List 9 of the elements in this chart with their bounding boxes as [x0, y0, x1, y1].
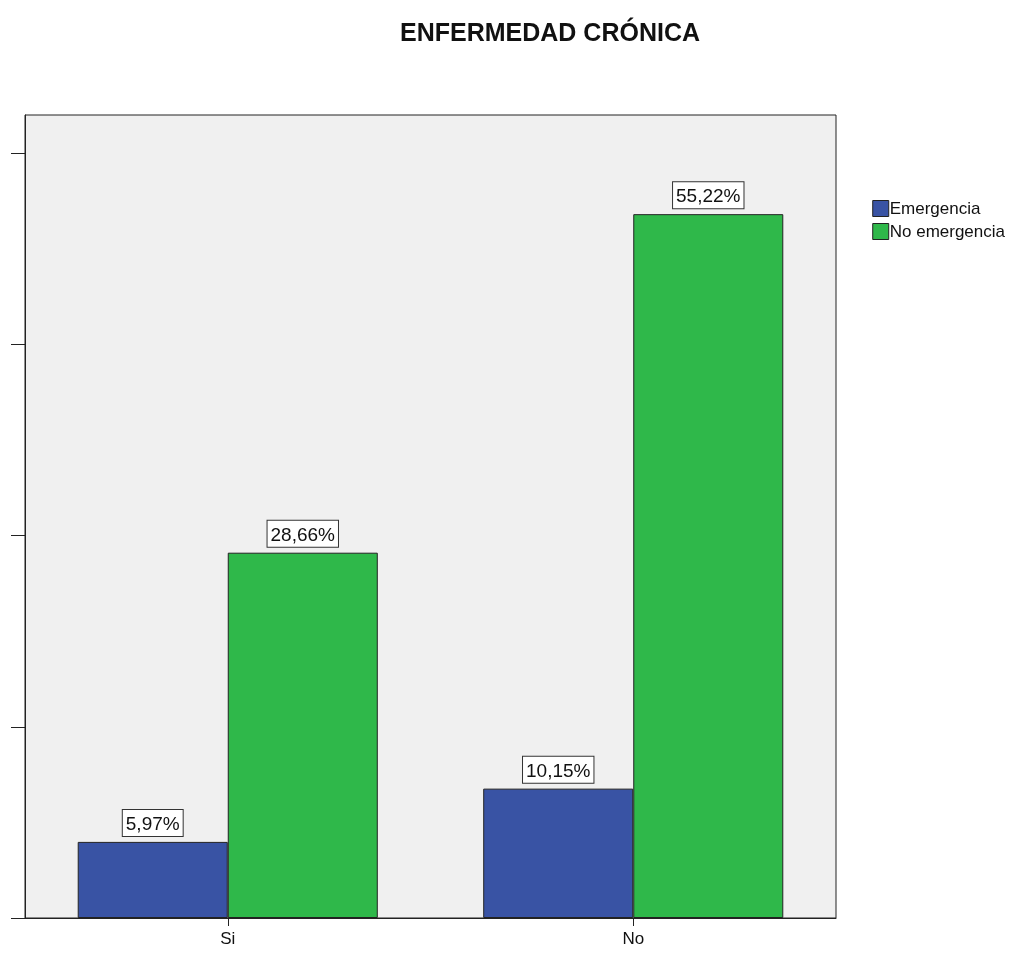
legend-label: Emergencia	[889, 199, 981, 218]
x-tick-label: No	[622, 929, 645, 948]
data-label: 28,66%	[270, 523, 336, 545]
chart-title: ENFERMEDAD CRÓNICA	[400, 16, 700, 46]
data-label: 55,22%	[676, 185, 741, 207]
data-label: 5,97%	[125, 812, 180, 834]
x-tick-label: Si	[220, 929, 236, 948]
data-label: 10,15%	[526, 759, 591, 781]
legend-label: No emergencia	[889, 222, 1006, 241]
